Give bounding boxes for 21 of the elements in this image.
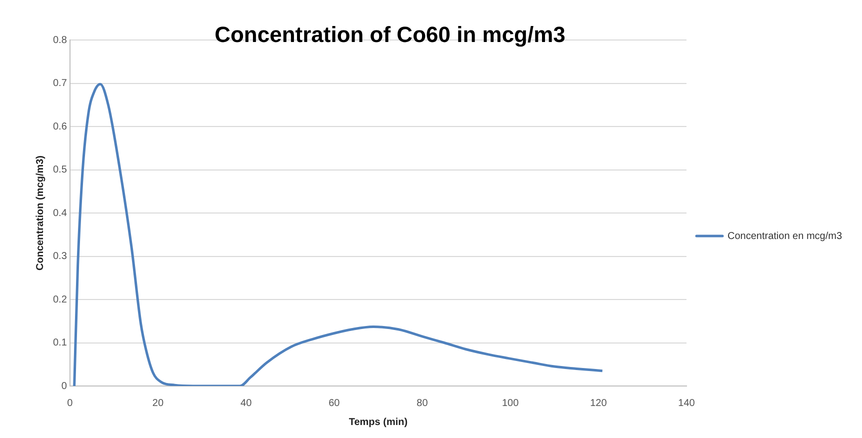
y-axis-title: Concentration (mcg/m3) <box>34 155 46 271</box>
y-tick-label: 0.2 <box>52 294 68 306</box>
y-tick-label: 0.4 <box>52 208 68 219</box>
y-tick-label: 0.5 <box>52 164 68 176</box>
y-tick-label: 0.1 <box>52 338 68 348</box>
x-tick-label: 100 <box>502 398 520 409</box>
x-tick-label: 40 <box>240 398 252 409</box>
x-tick-label: 60 <box>328 398 340 409</box>
legend-label: Concentration en mcg/m3 <box>728 230 842 242</box>
x-tick-label: 80 <box>416 398 428 409</box>
x-axis-title: Temps (min) <box>348 416 408 428</box>
chart-title: Concentration of Co60 in mcg/m3 <box>214 22 566 48</box>
x-tick-label: 120 <box>590 398 608 409</box>
y-tick-label: 0.3 <box>52 251 68 262</box>
y-tick-label: 0 <box>61 380 68 392</box>
y-tick-label: 0.8 <box>52 34 68 46</box>
y-tick-label: 0.7 <box>52 78 68 89</box>
y-tick-label: 0.6 <box>52 121 68 132</box>
line-series <box>73 82 604 386</box>
x-tick-label: 140 <box>678 398 696 409</box>
x-tick-label: 20 <box>152 398 164 409</box>
